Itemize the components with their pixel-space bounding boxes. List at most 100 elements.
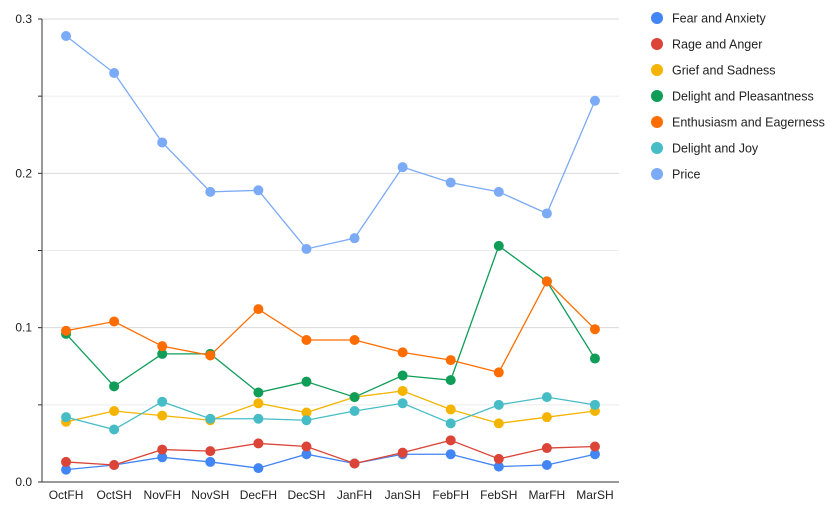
data-point bbox=[301, 407, 312, 418]
x-tick-label: JanSH bbox=[385, 488, 421, 502]
data-point bbox=[445, 355, 456, 366]
series-delight-and-pleasantness bbox=[61, 240, 600, 403]
data-point bbox=[109, 381, 120, 392]
y-tick-label: 0.1 bbox=[15, 321, 32, 335]
data-point bbox=[397, 385, 408, 396]
data-point bbox=[253, 438, 264, 449]
data-point bbox=[301, 449, 312, 460]
data-point bbox=[109, 460, 120, 471]
series-rage-and-anger bbox=[61, 435, 600, 471]
data-point bbox=[349, 335, 360, 346]
legend-item: Grief and Sadness bbox=[651, 64, 776, 78]
series-grief-and-sadness bbox=[61, 385, 600, 429]
y-tick-label: 0.2 bbox=[15, 166, 32, 180]
legend-label: Fear and Anxiety bbox=[672, 12, 767, 26]
data-point bbox=[301, 376, 312, 387]
data-point bbox=[541, 208, 552, 219]
series-enthusiasm-and-eagerness bbox=[61, 276, 600, 378]
data-point bbox=[493, 418, 504, 429]
legend-label: Enthusiasm and Eagerness bbox=[672, 116, 825, 130]
data-point bbox=[589, 441, 600, 452]
legend-label: Grief and Sadness bbox=[672, 64, 776, 78]
data-point bbox=[493, 399, 504, 410]
series-line bbox=[65, 453, 596, 471]
data-point bbox=[301, 441, 312, 452]
legend-marker bbox=[651, 142, 663, 154]
legend-marker bbox=[651, 12, 663, 24]
data-point bbox=[205, 456, 216, 467]
data-point bbox=[157, 137, 168, 148]
data-point bbox=[205, 350, 216, 361]
x-tick-label: MarFH bbox=[529, 488, 566, 502]
data-point bbox=[541, 460, 552, 471]
data-point bbox=[493, 186, 504, 197]
legend-item: Enthusiasm and Eagerness bbox=[651, 116, 825, 130]
x-tick-label: OctSH bbox=[96, 488, 131, 502]
data-point bbox=[541, 443, 552, 454]
x-tick-label: NovFH bbox=[144, 488, 181, 502]
data-point bbox=[301, 335, 312, 346]
x-tick-label: DecFH bbox=[240, 488, 277, 502]
legend-marker bbox=[651, 168, 663, 180]
data-point bbox=[157, 452, 168, 463]
data-point bbox=[445, 418, 456, 429]
data-point bbox=[157, 396, 168, 407]
data-point bbox=[589, 324, 600, 335]
data-point bbox=[205, 413, 216, 424]
series-line bbox=[65, 390, 596, 425]
x-tick-label: DecSH bbox=[287, 488, 325, 502]
series-price bbox=[61, 30, 600, 254]
data-point bbox=[445, 375, 456, 386]
data-point bbox=[493, 453, 504, 464]
data-point bbox=[493, 461, 504, 472]
data-point bbox=[493, 367, 504, 378]
data-point bbox=[397, 370, 408, 381]
y-tick-label: 0.3 bbox=[15, 12, 32, 26]
data-point bbox=[397, 347, 408, 358]
data-point bbox=[349, 458, 360, 469]
data-point bbox=[397, 447, 408, 458]
x-tick-label: MarSH bbox=[576, 488, 613, 502]
x-tick-label: NovSH bbox=[191, 488, 229, 502]
data-point bbox=[157, 341, 168, 352]
x-tick-label: JanFH bbox=[337, 488, 372, 502]
series-line bbox=[66, 439, 595, 466]
data-point bbox=[253, 398, 264, 409]
data-point bbox=[349, 392, 360, 403]
legend-item: Rage and Anger bbox=[651, 38, 762, 52]
series-fear-and-anxiety bbox=[61, 449, 600, 475]
data-point bbox=[301, 243, 312, 254]
legend-label: Price bbox=[672, 168, 701, 182]
data-point bbox=[397, 162, 408, 173]
data-point bbox=[61, 464, 72, 475]
legend-label: Delight and Joy bbox=[672, 142, 759, 156]
x-tick-label: OctFH bbox=[49, 488, 84, 502]
data-point bbox=[589, 399, 600, 410]
data-point bbox=[253, 185, 264, 196]
legend-marker bbox=[651, 64, 663, 76]
legend: Fear and Anxiety Rage and Anger Grief and … bbox=[651, 12, 825, 182]
data-point bbox=[109, 68, 120, 79]
data-point bbox=[157, 348, 168, 359]
series-line bbox=[65, 244, 596, 398]
data-point bbox=[349, 406, 360, 417]
data-point bbox=[445, 449, 456, 460]
data-point bbox=[301, 415, 312, 426]
x-tick-label: FebSH bbox=[480, 488, 517, 502]
data-point bbox=[349, 233, 360, 244]
data-point bbox=[109, 406, 120, 417]
data-point bbox=[61, 456, 72, 467]
series-lines bbox=[61, 30, 600, 475]
data-point bbox=[205, 446, 216, 457]
data-point bbox=[445, 435, 456, 446]
series-line bbox=[65, 280, 596, 374]
data-point bbox=[157, 410, 168, 421]
legend-item: Fear and Anxiety bbox=[651, 12, 767, 26]
data-point bbox=[109, 424, 120, 435]
data-point bbox=[493, 240, 504, 251]
axes: 0.0 0.1 0.2 0.3 OctFH OctSH NovFH NovSH DecFH Dec… bbox=[15, 12, 619, 502]
data-point bbox=[589, 95, 600, 106]
data-point bbox=[589, 353, 600, 364]
series-line bbox=[65, 35, 596, 250]
